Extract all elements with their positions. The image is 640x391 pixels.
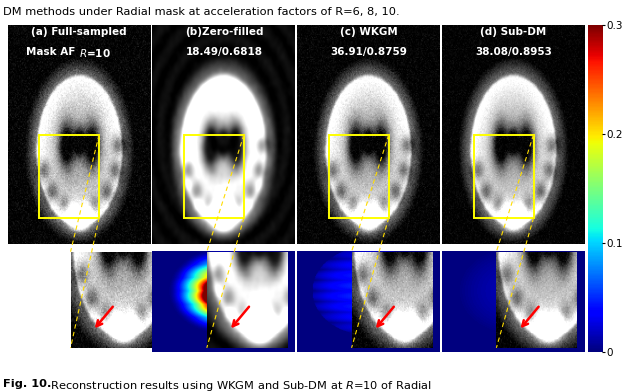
Bar [184, 135, 244, 218]
Bar [474, 135, 534, 218]
Text: 36.91/0.8759: 36.91/0.8759 [330, 47, 407, 57]
Text: Fig. 10.: Fig. 10. [3, 379, 52, 389]
Bar [39, 135, 99, 218]
Text: $R$=10: $R$=10 [79, 47, 111, 59]
Circle shape [74, 298, 84, 305]
Text: (b)Zero-filled: (b)Zero-filled [185, 27, 263, 38]
Text: (a) Full-sampled: (a) Full-sampled [31, 27, 127, 38]
Text: (c) WKGM: (c) WKGM [340, 27, 397, 38]
Text: DM methods under Radial mask at acceleration factors of R=6, 8, 10.: DM methods under Radial mask at accelera… [3, 7, 400, 17]
Text: Reconstruction results using WKGM and Sub-DM at $R$=10 of Radial: Reconstruction results using WKGM and Su… [47, 379, 431, 391]
Text: Mask AF: Mask AF [26, 47, 79, 57]
Text: 18.49/0.6818: 18.49/0.6818 [186, 47, 262, 57]
Text: 38.08/0.8953: 38.08/0.8953 [475, 47, 552, 57]
Bar [329, 135, 388, 218]
Text: (d) Sub-DM: (d) Sub-DM [481, 27, 547, 38]
